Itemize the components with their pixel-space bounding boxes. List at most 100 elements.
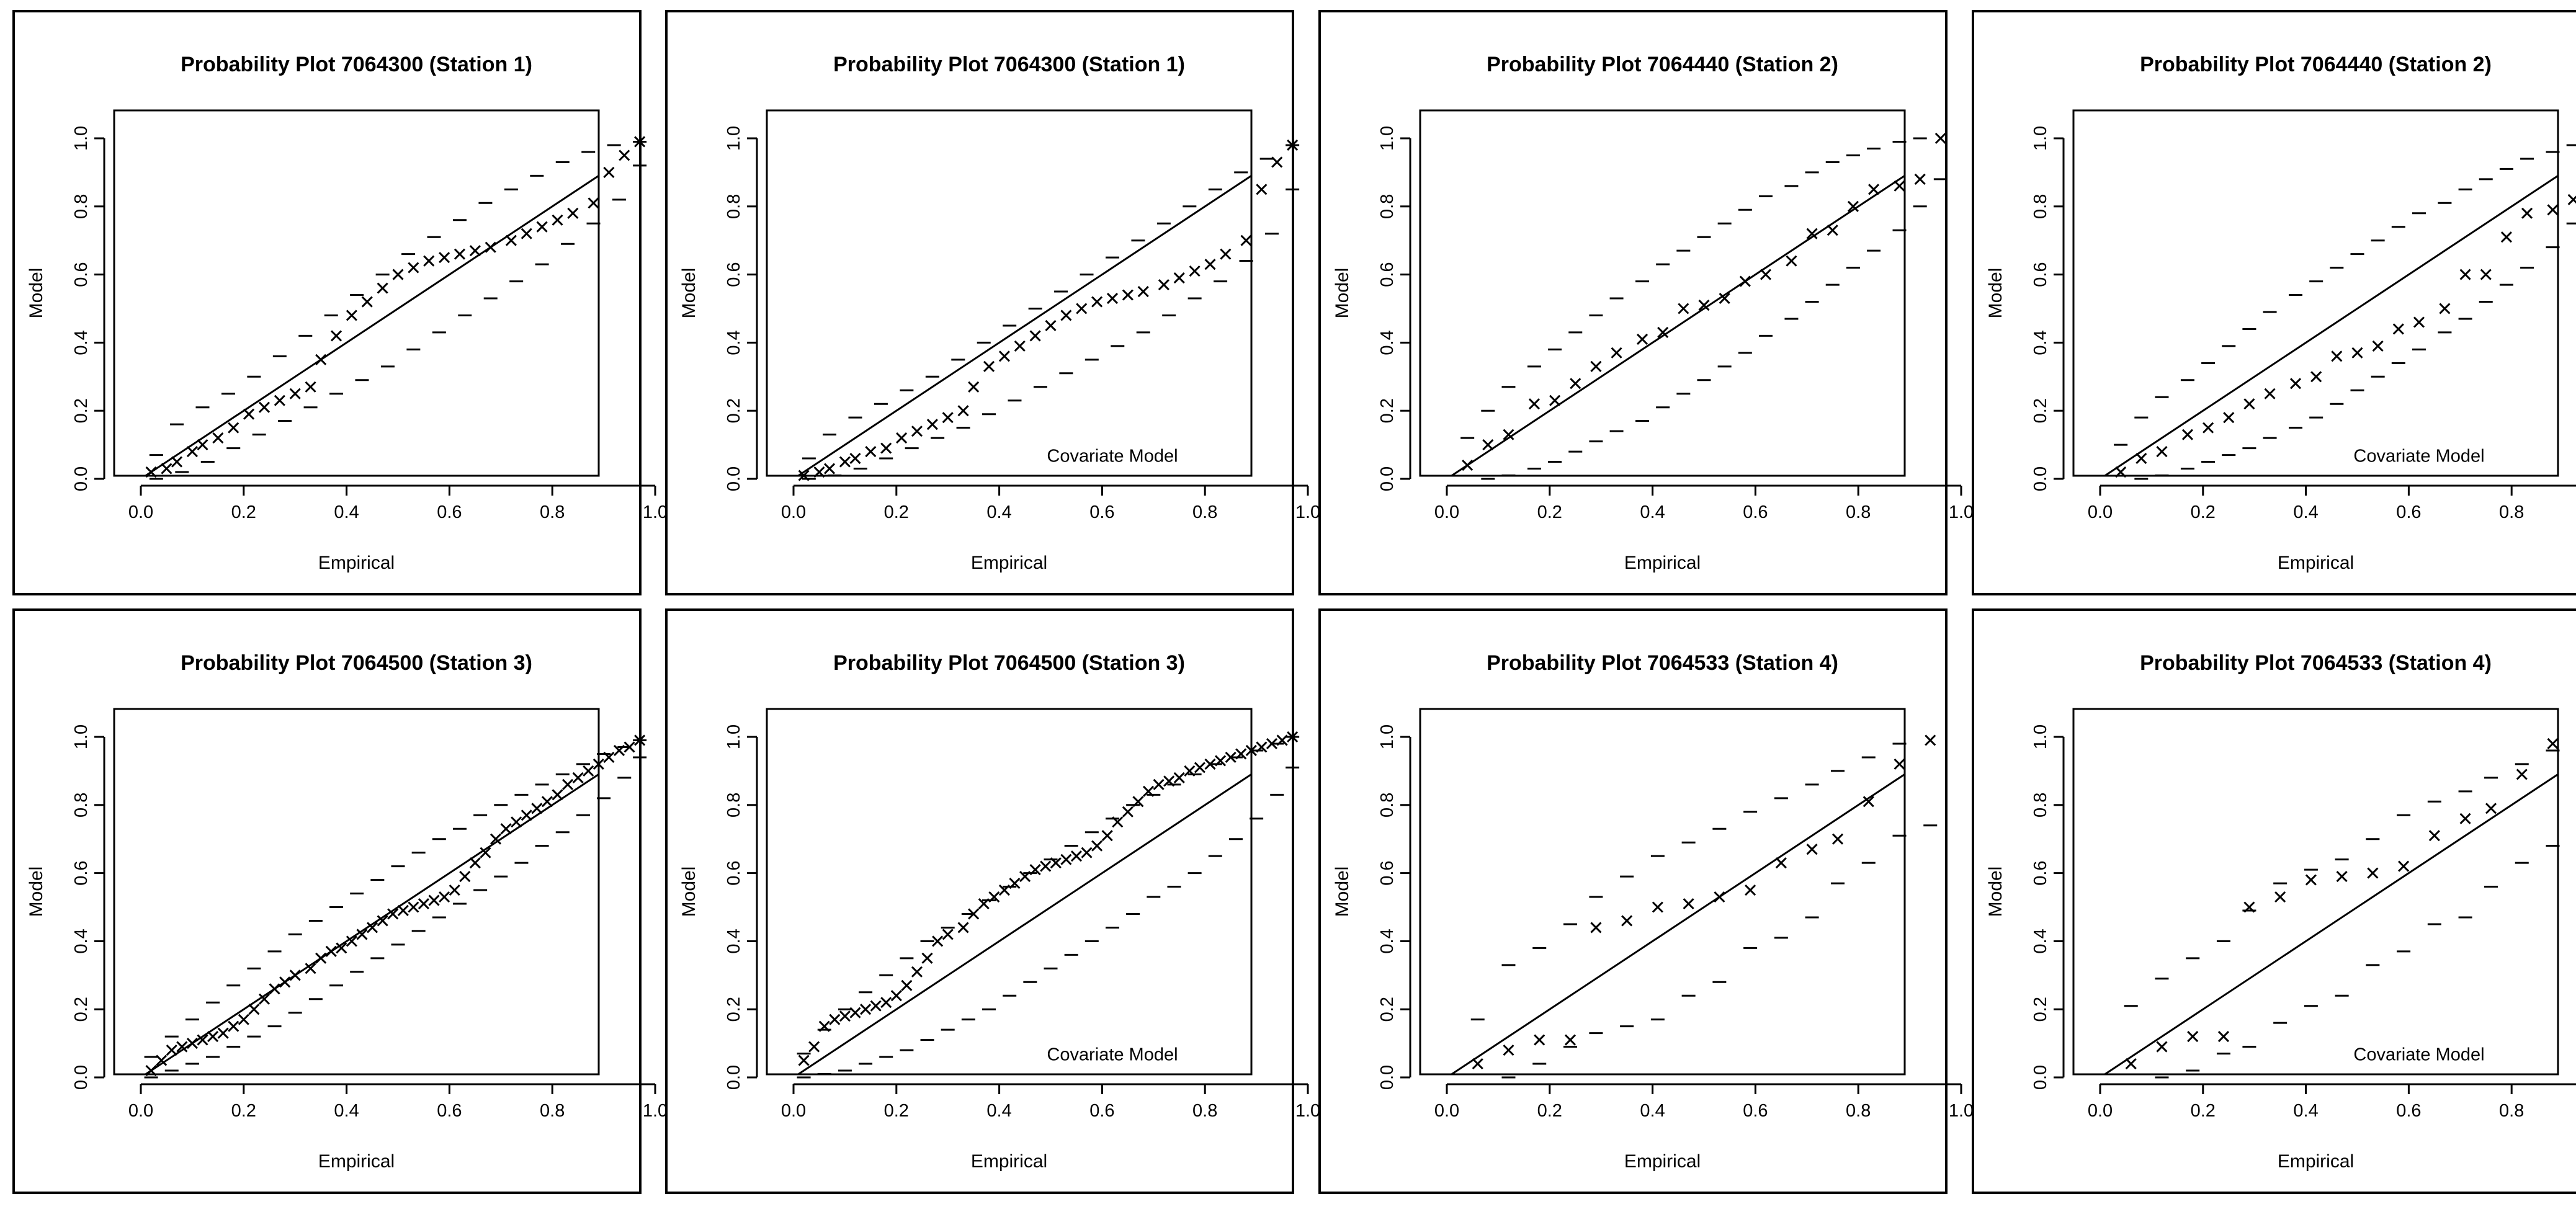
data-point	[1652, 901, 1663, 913]
data-point-stroke	[2351, 347, 2363, 359]
x-tick-label: 0.0	[128, 1101, 153, 1121]
data-point-stroke	[1215, 755, 1227, 767]
data-point	[1683, 898, 1694, 910]
data-point	[2547, 204, 2559, 216]
data-point	[1714, 891, 1725, 903]
data-point-stroke	[2500, 231, 2512, 243]
data-point-stroke	[439, 252, 450, 264]
data-point	[1045, 319, 1057, 332]
data-point-stroke	[911, 426, 923, 437]
data-point-stroke	[1240, 234, 1252, 246]
data-point-stroke	[1863, 796, 1874, 808]
data-point-stroke	[1894, 180, 1905, 192]
data-point-stroke	[1868, 184, 1880, 195]
data-point-stroke	[2485, 803, 2497, 814]
plot-area-border	[1419, 109, 1906, 477]
data-point	[1287, 731, 1299, 743]
y-tick-label: 0.6	[1377, 860, 1397, 885]
data-point-stroke	[1245, 744, 1257, 757]
data-point-stroke	[1122, 289, 1134, 301]
data-point	[186, 1038, 198, 1049]
data-point	[634, 136, 646, 148]
data-point-stroke	[346, 310, 357, 321]
data-point	[1132, 796, 1144, 808]
data-point	[1225, 751, 1237, 764]
x-axis-label: Empirical	[2278, 1151, 2354, 1172]
y-axis-label: Model	[26, 867, 47, 917]
data-point	[552, 789, 563, 801]
data-point	[207, 1031, 219, 1043]
data-point-stroke	[932, 935, 944, 947]
data-point-stroke	[808, 1041, 820, 1053]
data-point-stroke	[480, 847, 491, 858]
data-point	[1256, 741, 1268, 753]
y-tick-label: 1.0	[1377, 724, 1397, 749]
y-axis-label: Model	[1332, 268, 1353, 319]
data-point-stroke	[428, 894, 440, 906]
data-point-stroke	[469, 857, 481, 869]
data-point-stroke	[176, 1041, 188, 1053]
data-point	[1220, 248, 1232, 260]
data-point-stroke	[1914, 173, 1926, 185]
data-point-stroke	[1760, 269, 1772, 280]
data-point	[511, 816, 522, 828]
data-point	[439, 891, 450, 903]
data-point-stroke	[2156, 1041, 2168, 1053]
data-point-stroke	[536, 221, 548, 233]
plot-area-border	[766, 708, 1253, 1076]
y-tick-label: 0.0	[2031, 466, 2051, 491]
data-point	[798, 470, 810, 481]
chart-panel: Probability Plot 7064440 (Station 2) 0.0 0…	[1318, 10, 1974, 595]
data-point	[1112, 816, 1124, 828]
data-point	[1271, 156, 1283, 168]
data-point	[567, 207, 579, 219]
data-point-stroke	[1173, 772, 1185, 783]
data-point	[1173, 772, 1185, 783]
x-tick-label: 0.8	[1192, 1101, 1217, 1121]
data-point-stroke	[269, 983, 280, 995]
data-point	[1831, 833, 1844, 845]
data-point	[459, 871, 471, 883]
panel-frame	[665, 608, 1294, 1194]
data-point-stroke	[485, 241, 496, 253]
data-point	[1050, 857, 1062, 869]
data-point	[197, 1034, 208, 1046]
x-tick-label: 0.0	[2088, 1101, 2113, 1121]
data-point	[356, 929, 368, 940]
data-point	[145, 1064, 157, 1077]
data-point-stroke	[521, 228, 532, 239]
data-point-stroke	[1683, 898, 1694, 910]
data-point-stroke	[1045, 319, 1057, 332]
data-point-stroke	[161, 463, 172, 475]
y-tick-label: 1.0	[71, 126, 91, 151]
data-point-stroke	[839, 456, 851, 468]
x-tick-label: 0.6	[2396, 1101, 2421, 1121]
data-point	[212, 432, 224, 444]
data-point	[536, 221, 548, 233]
y-tick-label: 0.2	[71, 997, 91, 1022]
data-point	[1745, 884, 1756, 896]
data-point-stroke	[998, 350, 1010, 362]
data-point	[2413, 316, 2425, 328]
diagonal-reference-line	[1449, 773, 1905, 1074]
data-point-stroke	[942, 412, 954, 424]
data-point-stroke	[1235, 748, 1247, 760]
y-tick-label: 1.0	[2031, 724, 2051, 749]
y-tick-label: 0.2	[1377, 398, 1397, 423]
data-point	[823, 463, 836, 475]
plot-area-border	[766, 109, 1253, 477]
data-point-stroke	[531, 803, 543, 814]
data-point	[983, 360, 995, 372]
data-point	[258, 993, 271, 1005]
data-point-stroke	[957, 405, 969, 417]
data-point-stroke	[1019, 871, 1031, 883]
data-point	[392, 269, 404, 280]
data-point-stroke	[865, 446, 877, 458]
data-point-stroke	[469, 245, 481, 257]
data-point-stroke	[2459, 813, 2471, 824]
data-point	[1189, 265, 1201, 277]
data-point	[485, 241, 496, 253]
data-point-stroke	[1050, 857, 1062, 869]
data-point	[1106, 292, 1119, 305]
plot-area-border	[113, 708, 600, 1076]
